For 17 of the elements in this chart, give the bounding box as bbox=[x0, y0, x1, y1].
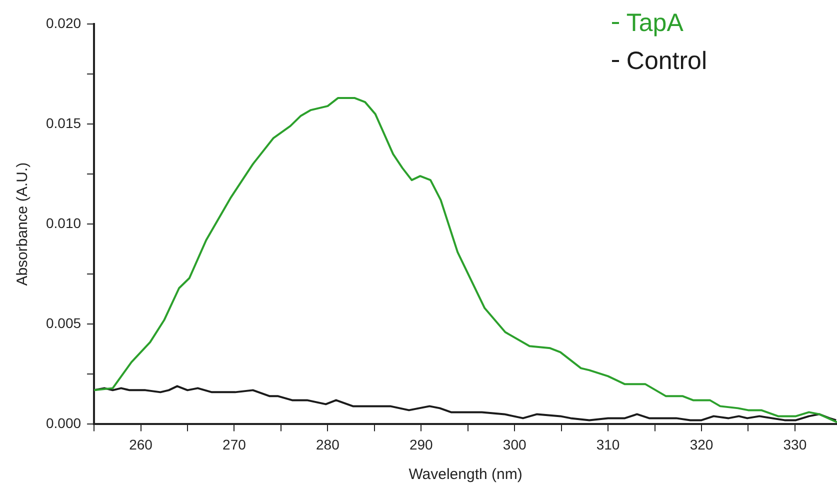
y-tick-label: 0.015 bbox=[46, 114, 82, 131]
y-axis-title: Absorbance (A.U.) bbox=[14, 162, 32, 286]
legend-label: TapA bbox=[626, 8, 684, 39]
y-tick-label: 0.005 bbox=[46, 315, 82, 332]
x-tick-label: 330 bbox=[783, 436, 807, 452]
x-tick-label: 270 bbox=[222, 436, 246, 452]
legend-label: Control bbox=[626, 46, 707, 77]
x-tick-label: 320 bbox=[690, 436, 714, 452]
x-tick-label: 290 bbox=[409, 436, 434, 452]
x-tick-label: 300 bbox=[502, 436, 526, 452]
y-tick-label: 0.020 bbox=[46, 14, 82, 31]
y-tick-label: 0.000 bbox=[46, 415, 82, 432]
x-tick-label: 280 bbox=[316, 436, 340, 452]
x-axis-title: Wavelength (nm) bbox=[408, 466, 522, 484]
x-tick-label: 260 bbox=[129, 436, 153, 452]
y-tick-label: 0.010 bbox=[46, 214, 82, 231]
x-tick-label: 310 bbox=[596, 436, 620, 452]
